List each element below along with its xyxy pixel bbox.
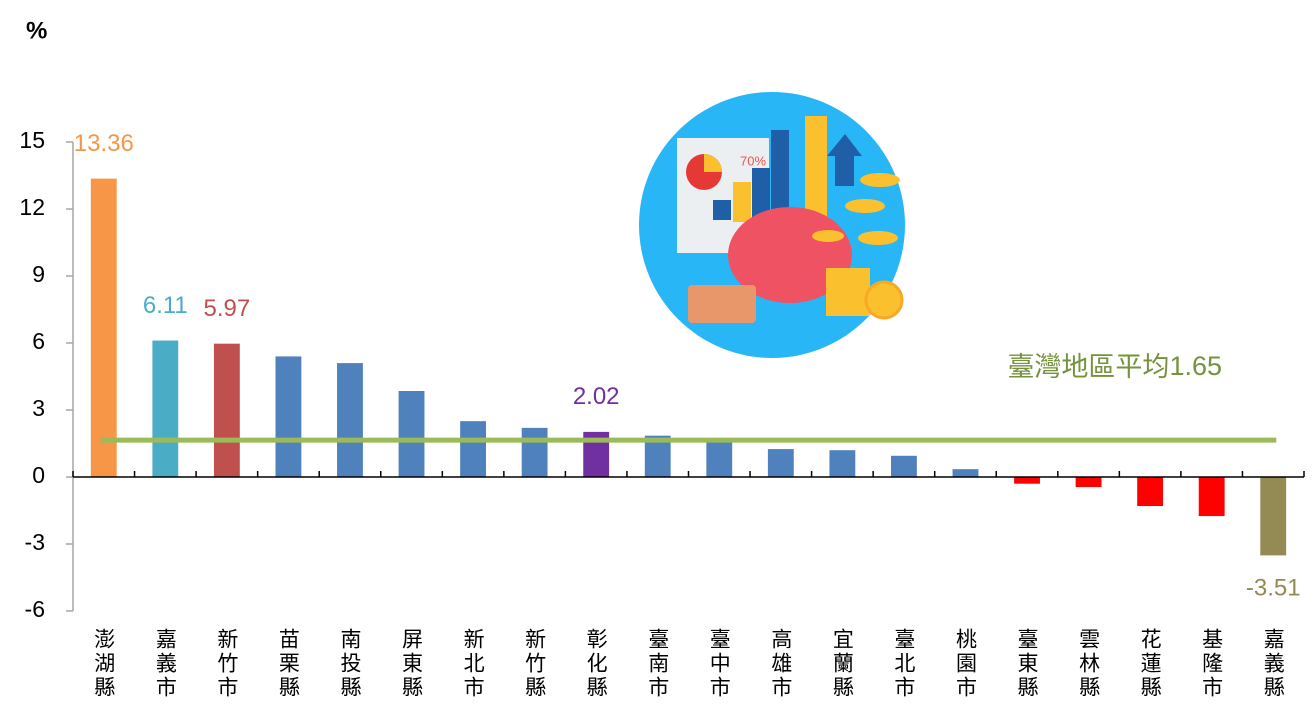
x-tick-label: 彰化縣 bbox=[584, 628, 609, 700]
bar bbox=[1198, 477, 1225, 517]
x-tick-label: 雲林縣 bbox=[1076, 628, 1101, 700]
y-tick-label: -3 bbox=[25, 529, 45, 555]
average-label: 臺灣地區平均1.65 bbox=[1007, 351, 1222, 382]
bar bbox=[90, 178, 117, 478]
y-tick-label: 0 bbox=[32, 462, 45, 488]
x-tick-label: 宜蘭縣 bbox=[830, 628, 855, 700]
x-tick-label: 苗栗縣 bbox=[276, 628, 301, 700]
x-tick-label: 臺東縣 bbox=[1015, 628, 1040, 700]
y-tick-label: -6 bbox=[25, 596, 45, 622]
y-tick-label: 9 bbox=[32, 261, 45, 287]
bar bbox=[398, 391, 425, 477]
value-label: 2.02 bbox=[573, 383, 620, 410]
x-tick-label: 高雄市 bbox=[768, 628, 793, 700]
bar bbox=[213, 343, 240, 477]
illustration: 70% bbox=[639, 92, 905, 358]
y-tick-label: 3 bbox=[32, 395, 45, 421]
image-label: 70% bbox=[740, 153, 766, 168]
x-tick-label: 屏東縣 bbox=[399, 628, 424, 700]
x-tick-label: 嘉義縣 bbox=[1261, 628, 1286, 700]
bar bbox=[521, 427, 548, 477]
bar bbox=[952, 469, 979, 477]
value-label: 13.36 bbox=[74, 130, 134, 157]
value-label: 6.11 bbox=[143, 292, 188, 319]
y-tick-label: 15 bbox=[19, 127, 45, 153]
bar bbox=[890, 455, 917, 477]
bar bbox=[152, 340, 179, 477]
x-tick-label: 臺中市 bbox=[707, 628, 732, 700]
x-tick-label: 新竹市 bbox=[214, 628, 239, 700]
bar bbox=[460, 421, 487, 477]
x-tick-label: 基隆市 bbox=[1199, 628, 1224, 700]
y-tick-label: 6 bbox=[32, 328, 45, 354]
x-tick-label: 南投縣 bbox=[337, 628, 362, 700]
bar bbox=[1260, 477, 1287, 556]
x-tick-label: 臺北市 bbox=[891, 628, 916, 700]
average-label-text: 臺灣地區平均 bbox=[1007, 352, 1169, 383]
y-tick-label: 12 bbox=[19, 194, 45, 220]
bar bbox=[337, 363, 363, 477]
x-tick-label: 澎湖縣 bbox=[91, 628, 116, 700]
y-unit: % bbox=[26, 17, 47, 44]
bar bbox=[1014, 477, 1040, 484]
average-value: 1.65 bbox=[1169, 351, 1222, 381]
bar bbox=[275, 356, 302, 477]
value-label: 5.97 bbox=[204, 295, 251, 322]
x-tick-label: 桃園市 bbox=[953, 628, 978, 700]
x-tick-label: 臺南市 bbox=[645, 628, 670, 700]
bar bbox=[767, 449, 794, 477]
value-label: -3.51 bbox=[1246, 575, 1301, 602]
x-tick-label: 花蓮縣 bbox=[1138, 628, 1163, 700]
x-tick-label: 新北市 bbox=[461, 628, 486, 700]
x-tick-label: 嘉義市 bbox=[153, 628, 178, 700]
bar bbox=[1075, 477, 1102, 488]
x-tick-label: 新竹縣 bbox=[522, 628, 547, 700]
bar bbox=[706, 441, 733, 477]
bar bbox=[829, 450, 856, 477]
bar bbox=[1137, 477, 1164, 507]
